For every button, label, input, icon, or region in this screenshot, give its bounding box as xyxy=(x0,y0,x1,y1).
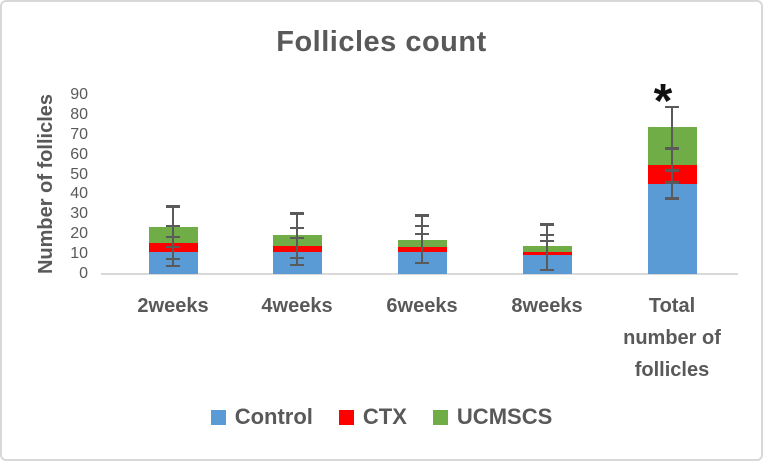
error-bar-cap xyxy=(665,197,679,200)
error-bar-cap xyxy=(540,239,554,243)
error-bar-line xyxy=(545,224,549,271)
legend-item-ctx: CTX xyxy=(338,404,407,430)
legend-color-swatch xyxy=(432,409,448,425)
y-axis-tick-label: 80 xyxy=(70,105,88,123)
y-axis-tick-label: 50 xyxy=(70,165,88,183)
error-bar-cap xyxy=(290,263,304,267)
error-bar-cap xyxy=(540,233,554,237)
y-axis-tick-label: 0 xyxy=(79,265,88,282)
chart-title: Follicles count xyxy=(276,26,487,58)
error-bar-cap xyxy=(166,264,180,268)
error-bar-cap xyxy=(415,224,429,228)
error-bar-cap xyxy=(166,245,180,249)
error-bar-line xyxy=(670,106,674,199)
error-bar-cap xyxy=(290,236,304,240)
error-bar-cap xyxy=(166,235,180,239)
error-bar-cap xyxy=(665,147,679,150)
error-bar-cap xyxy=(540,268,554,272)
error-bar-line xyxy=(420,215,424,264)
legend-label: Control xyxy=(234,404,313,429)
legend-label: UCMSCS xyxy=(456,404,553,429)
error-bar-cap xyxy=(665,181,679,184)
legend-label: CTX xyxy=(362,404,407,429)
error-bar-cap xyxy=(540,223,554,226)
y-axis-tick-label: 20 xyxy=(70,225,88,243)
x-axis-label: Total number of follicles xyxy=(623,295,721,381)
x-axis-line xyxy=(101,273,738,275)
error-bar-cap xyxy=(415,261,429,265)
error-bar-cap xyxy=(166,224,180,228)
x-axis-label: 8weeks xyxy=(511,295,583,317)
error-bar-cap xyxy=(290,226,304,230)
legend-color-swatch xyxy=(338,409,354,425)
error-bar-cap xyxy=(290,212,304,215)
y-axis-tick-label: 70 xyxy=(70,125,88,143)
x-axis-label: 6weeks xyxy=(386,295,458,317)
error-bar-cap xyxy=(415,214,429,217)
legend-item-control: Control xyxy=(210,404,313,430)
legend-item-ucmscs: UCMSCS xyxy=(432,404,553,430)
legend: Control CTX UCMSCS xyxy=(2,404,761,430)
significance-asterisk: * xyxy=(653,75,673,128)
y-axis-tick-label: 90 xyxy=(70,85,88,103)
y-axis-tick-label: 60 xyxy=(70,145,88,163)
y-axis-tick-label: 40 xyxy=(70,185,88,203)
y-axis-tick-label: 30 xyxy=(70,205,88,223)
legend-color-swatch xyxy=(210,409,226,425)
error-bar-cap xyxy=(665,105,679,109)
x-axis-label: 2weeks xyxy=(137,295,209,317)
y-axis-tick-label: 10 xyxy=(70,245,88,263)
x-axis-label: 4weeks xyxy=(261,295,333,317)
error-bar-cap xyxy=(166,257,180,261)
error-bar-cap xyxy=(415,232,429,236)
error-bar-cap xyxy=(290,256,304,260)
error-bar-cap xyxy=(665,169,679,172)
error-bar-cap xyxy=(166,205,180,208)
